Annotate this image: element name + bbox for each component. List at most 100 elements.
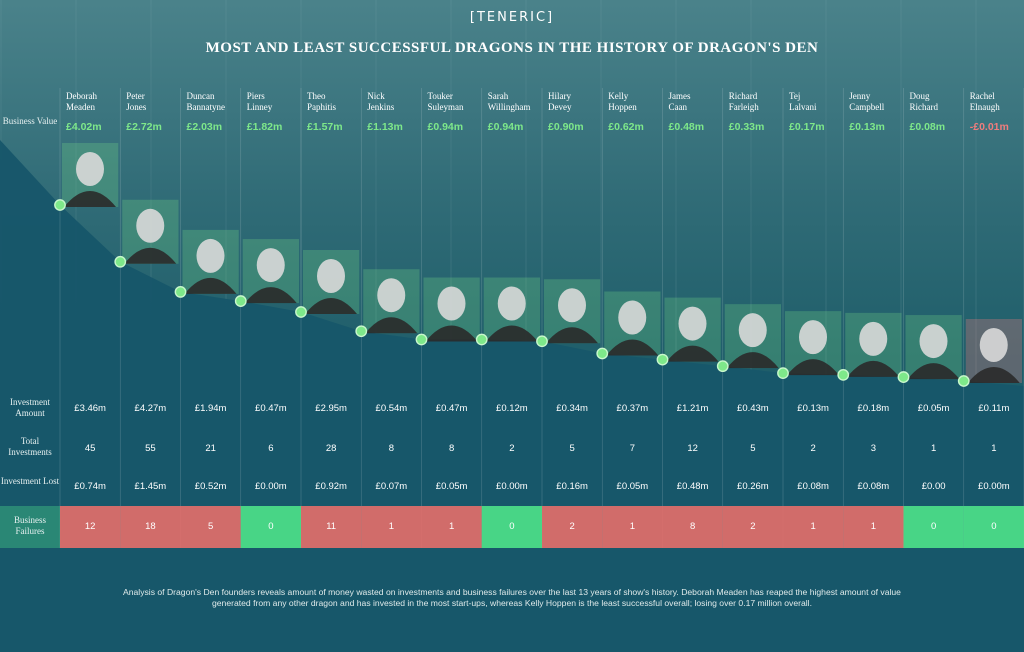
total-investments-2: 21	[205, 443, 216, 454]
portrait-head-10	[678, 306, 707, 341]
dragon-name-9: Kelly Hoppen	[608, 91, 660, 113]
portrait-head-2	[196, 238, 225, 273]
failure-cell-bg-13	[843, 506, 904, 548]
portrait-body-4	[305, 297, 357, 314]
business-failures-13: 1	[870, 521, 877, 532]
row-label-investment-lost: Investment Lost	[0, 476, 60, 486]
business-failures-5: 1	[388, 521, 395, 532]
investment-amount-8: £0.34m	[556, 403, 588, 414]
dragon-name-1: Peter Jones	[126, 91, 178, 113]
value-point-8	[536, 335, 548, 348]
investment-amount-10: £1.21m	[676, 403, 709, 414]
business-value-label-5: £1.13m	[367, 121, 403, 133]
portrait-head-6	[437, 286, 466, 321]
dragon-name-12: Tej Lalvani	[789, 91, 841, 113]
investment-amount-15: £0.11m	[978, 403, 1010, 414]
dragon-name-line: Caan	[668, 102, 688, 112]
failure-cell-bg-0	[60, 506, 121, 548]
business-failures-11: 2	[750, 521, 756, 532]
value-point-4	[295, 306, 307, 318]
portrait-head-3	[256, 248, 285, 283]
dragon-name-11: Richard Farleigh	[729, 91, 781, 113]
dragon-name-line: Hoppen	[608, 102, 637, 112]
portrait-head-7	[497, 286, 526, 321]
value-point-1	[114, 255, 127, 268]
dragon-name-line: Sarah	[487, 91, 509, 101]
dragon-name-line: Linney	[246, 102, 273, 112]
failure-cell-bg-8	[542, 506, 603, 548]
portrait-body-11	[726, 352, 779, 369]
dragon-name-line: Doug	[909, 91, 930, 101]
dragon-name-15: Rachel Elnaugh	[970, 91, 1022, 113]
investment-lost-5: £0.07m	[375, 481, 408, 492]
investment-lost-0: £0.74m	[74, 481, 106, 492]
investment-amount-13: £0.18m	[857, 403, 890, 414]
dragon-name-3: Piers Linney	[247, 91, 299, 113]
value-point-10	[656, 353, 669, 366]
dragon-name-line: Duncan	[186, 91, 215, 101]
investment-amount-5: £0.54m	[375, 403, 408, 414]
dragon-name-line: Bannatyne	[186, 102, 226, 112]
failure-cell-bg-1	[120, 506, 181, 548]
business-value-label-8: £0.90m	[548, 121, 584, 133]
business-value-label-4: £1.57m	[307, 121, 343, 133]
dragon-name-line: Deborah	[66, 91, 97, 101]
business-value-label-7: £0.94m	[487, 121, 524, 133]
business-value-label-12: £0.17m	[789, 121, 825, 133]
value-point-11	[716, 360, 729, 373]
value-point-6	[415, 333, 428, 346]
investment-amount-4: £2.95m	[315, 403, 347, 414]
portrait-body-0	[64, 191, 116, 207]
failure-cell-bg-9	[602, 506, 663, 548]
portrait-body-7	[485, 325, 538, 342]
total-investments-0: 45	[84, 443, 96, 454]
portrait-body-14	[907, 363, 960, 380]
portrait-body-10	[666, 345, 719, 362]
value-point-7	[475, 333, 488, 346]
total-investments-9: 7	[629, 443, 636, 454]
total-investments-11: 5	[750, 443, 756, 454]
dragon-name-line: Elnaugh	[969, 102, 1000, 112]
portrait-head-9	[618, 300, 647, 335]
business-value-label-6: £0.94m	[427, 121, 464, 133]
business-failures-1: 18	[145, 521, 156, 532]
failure-cell-bg-15	[963, 506, 1024, 548]
failure-cell-bg-7	[481, 506, 542, 548]
failure-cell-bg-6	[421, 506, 482, 548]
business-value-label-11: £0.33m	[728, 121, 765, 133]
business-failures-9: 1	[629, 521, 636, 532]
dragon-name-line: Richard	[728, 91, 758, 101]
business-failures-6: 1	[448, 521, 455, 532]
dragon-name-2: Duncan Bannatyne	[187, 91, 239, 113]
dragon-name-5: Nick Jenkins	[367, 91, 419, 113]
portrait-head-15	[979, 328, 1008, 362]
business-value-label-0: £4.02m	[66, 121, 102, 133]
business-failures-3: 0	[268, 521, 274, 532]
value-point-15	[957, 375, 970, 387]
portrait-body-13	[847, 360, 900, 377]
dragon-name-line: Peter	[126, 91, 145, 101]
value-point-0	[54, 199, 66, 211]
investment-amount-11: £0.43m	[737, 403, 769, 414]
business-value-label-1: £2.72m	[126, 121, 162, 133]
portrait-body-5	[365, 317, 418, 334]
failure-cell-bg-11	[722, 506, 783, 548]
investment-lost-8: £0.16m	[556, 481, 588, 492]
portrait-body-3	[244, 287, 297, 304]
total-investments-12: 2	[810, 443, 816, 454]
dragon-name-line: Devey	[548, 102, 572, 112]
investment-amount-7: £0.12m	[496, 403, 528, 414]
brand-logo: [TENERIC]	[469, 10, 555, 25]
business-value-label-14: £0.08m	[909, 121, 946, 133]
dragon-name-line: Jones	[126, 102, 147, 112]
business-value-label-9: £0.62m	[608, 121, 644, 133]
dragon-name-line: Campbell	[849, 102, 885, 112]
value-point-5	[355, 325, 368, 338]
investment-lost-3: £0.00m	[255, 481, 287, 492]
business-failures-12: 1	[810, 521, 816, 532]
business-failures-0: 12	[84, 521, 96, 532]
dragon-name-13: Jenny Campbell	[849, 91, 901, 113]
dragon-name-line: Richard	[909, 102, 939, 112]
value-point-9	[596, 347, 609, 360]
